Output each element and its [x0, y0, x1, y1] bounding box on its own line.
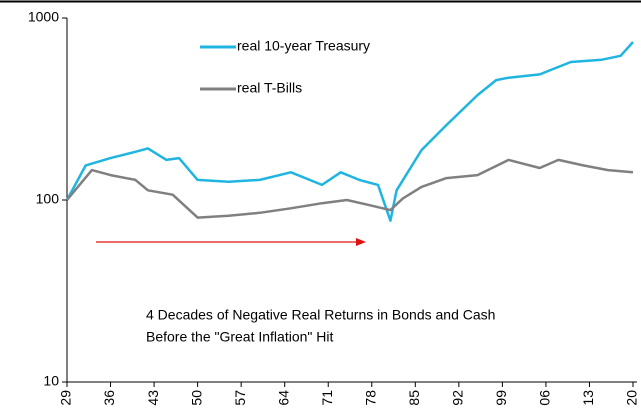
x-tick-label: 78 — [362, 390, 378, 406]
legend-label: real T-Bills — [237, 80, 302, 96]
series-line — [66, 158, 634, 219]
x-tick-label: 20 — [624, 390, 640, 406]
x-tick-label: 64 — [275, 390, 291, 406]
annotation: Before the "Great Inflation" Hit — [146, 329, 333, 345]
x-tick-label: 99 — [493, 390, 509, 406]
y-tick-label: 1000 — [28, 9, 59, 25]
legend-label: real 10-year Treasury — [237, 38, 370, 54]
x-tick-label: 85 — [406, 390, 422, 406]
series-line — [65, 41, 634, 222]
x-tick-label: 29 — [58, 390, 74, 406]
x-tick-label: 50 — [188, 390, 204, 406]
x-tick-label: 43 — [145, 390, 161, 406]
y-tick-label: 100 — [36, 191, 60, 207]
y-tick-label: 10 — [43, 373, 59, 389]
x-tick-label: 92 — [450, 390, 466, 406]
x-tick-label: 06 — [537, 390, 553, 406]
arrow-head — [356, 238, 366, 246]
x-tick-label: 71 — [319, 390, 335, 406]
x-tick-label: 13 — [580, 390, 596, 406]
x-tick-label: 57 — [232, 390, 248, 406]
x-tick-label: 36 — [101, 390, 117, 406]
annotation: 4 Decades of Negative Real Returns in Bo… — [146, 307, 495, 323]
